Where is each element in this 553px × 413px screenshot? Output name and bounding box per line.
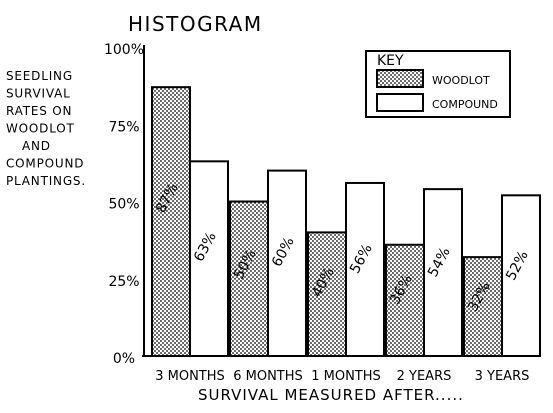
legend: KEY WOODLOT COMPOUND: [365, 50, 511, 118]
legend-label-compound: COMPOUND: [432, 98, 498, 111]
x-axis-title: SURVIVAL MEASURED AFTER.....: [198, 386, 464, 404]
y-axis-title-line: SURVIVAL: [6, 87, 71, 101]
y-tick-label: 0%: [113, 351, 135, 367]
x-tick-label: 3 YEARS: [475, 369, 530, 384]
bars: 87%63% 50% 60%40%56%36%54%32%52%: [151, 86, 541, 357]
bar-woodlot: [229, 200, 269, 357]
legend-swatch-compound: [376, 93, 424, 112]
y-axis-title: SEEDLING SURVIVAL RATES ON WOODLOT AND COMPOU…: [6, 69, 86, 188]
y-axis-title-line: SEEDLING: [6, 69, 73, 83]
bar-compound: [501, 194, 541, 357]
y-axis-title-line: AND: [22, 139, 51, 153]
bar-compound: [423, 188, 463, 357]
x-tick-label: 3 MONTHS: [155, 369, 225, 384]
legend-title: KEY: [377, 53, 404, 69]
y-tick-label: 50%: [108, 197, 139, 213]
y-tick-label: 75%: [108, 119, 139, 135]
y-axis-title-line: COMPOUND: [6, 157, 84, 171]
y-axis-title-line: PLANTINGS.: [6, 174, 86, 188]
bar-woodlot: [463, 256, 503, 357]
bar-compound: [267, 169, 307, 357]
chart-title: HISTOGRAM: [128, 12, 263, 36]
y-tick-labels: 0% 25% 50% 75% 100%: [104, 42, 144, 367]
y-axis-title-line: RATES ON: [6, 104, 72, 118]
x-tick-labels: 3 MONTHS 6 MONTHS 1 MONTHS 2 YEARS 3 YEARS: [155, 369, 529, 384]
y-tick-label: 100%: [104, 42, 144, 58]
legend-label-woodlot: WOODLOT: [432, 74, 490, 87]
bar-compound: [345, 181, 385, 357]
x-tick-label: 1 MONTHS: [311, 369, 381, 384]
y-tick-label: 25%: [108, 274, 139, 290]
x-tick-label: 2 YEARS: [397, 369, 452, 384]
bar-woodlot: [151, 86, 191, 357]
legend-swatch-woodlot: [376, 69, 424, 88]
x-tick-label: 6 MONTHS: [233, 369, 303, 384]
bar-compound: [189, 160, 229, 357]
y-axis-title-line: WOODLOT: [6, 122, 75, 136]
